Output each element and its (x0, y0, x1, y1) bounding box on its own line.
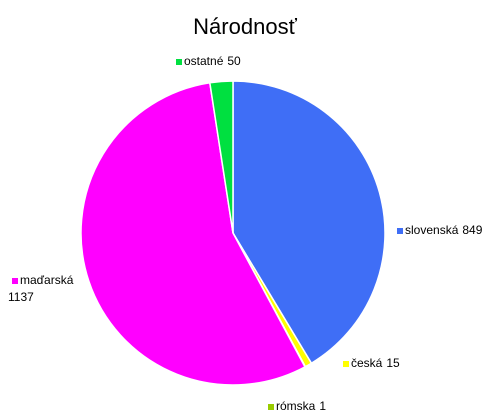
slice-category: ostatné (184, 54, 224, 68)
slice-value: 1 (319, 399, 326, 413)
legend-marker (12, 278, 18, 284)
slice-label: maďarská 1137 (8, 273, 74, 304)
slice-value: 849 (462, 223, 482, 237)
slice-label: ostatné 50 (184, 54, 241, 68)
legend-marker (343, 361, 349, 367)
slice-value: 50 (227, 54, 241, 68)
slice-category: maďarská (20, 273, 74, 287)
chart-title: Národnosť (193, 14, 297, 39)
pie-slice (232, 80, 386, 365)
slice-category: slovenská (405, 223, 459, 237)
pie-slice (80, 81, 306, 386)
legend-marker (268, 404, 274, 410)
legend-marker (176, 59, 182, 65)
slice-value: 15 (386, 356, 400, 370)
pie-slice (208, 80, 234, 234)
slice-label: slovenská 849 (405, 223, 483, 237)
slice-label: česká 15 (351, 356, 400, 370)
legend-marker (397, 228, 403, 234)
slice-value: 1137 (8, 290, 34, 304)
slice-category: rómska (276, 399, 316, 413)
slice-label: rómska 1 (276, 399, 326, 413)
slice-category: česká (351, 356, 383, 370)
